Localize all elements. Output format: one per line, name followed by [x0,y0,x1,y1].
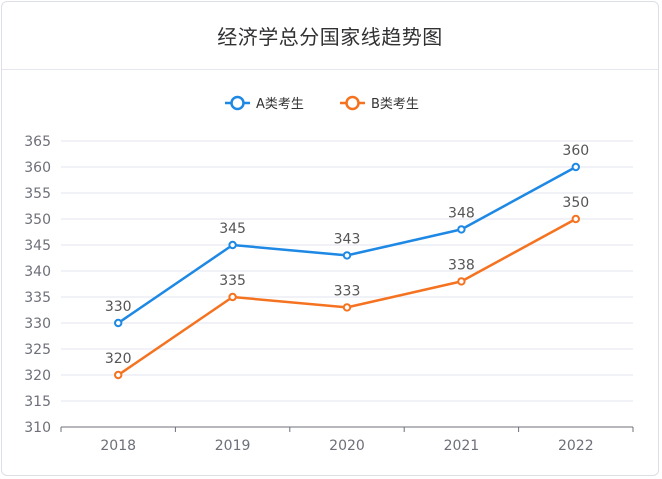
data-point [342,251,352,260]
x-tick-label: 2020 [329,438,365,454]
data-label: 348 [448,205,475,221]
y-tick-label: 355 [24,186,51,202]
data-label: 343 [334,231,361,247]
y-tick-label: 345 [24,238,51,254]
legend-label: B类考生 [371,97,419,112]
data-label: 360 [562,143,589,159]
data-point [228,240,237,250]
y-tick-label: 335 [24,290,51,306]
y-tick-label: 350 [24,212,51,228]
data-label: 345 [219,221,246,237]
legend-marker [345,95,360,111]
x-tick-label: 2018 [100,438,136,454]
legend-marker [230,95,245,111]
y-tick-label: 360 [24,160,51,176]
chart-title: 经济学总分国家线趋势图 [217,25,443,49]
data-label: 350 [562,195,589,211]
data-point [571,214,580,224]
legend-label: A类考生 [256,97,304,112]
data-point [342,303,352,312]
y-tick-label: 365 [24,134,51,150]
data-point [228,292,237,302]
data-label: 333 [334,283,361,299]
data-point [114,370,123,380]
x-tick-label: 2019 [215,438,251,454]
chart-header: 经济学总分国家线趋势图 [2,2,658,70]
x-tick-label: 2021 [444,438,480,454]
data-label: 330 [105,299,132,315]
data-point [457,225,466,234]
x-tick-label: 2022 [558,438,594,454]
y-tick-label: 310 [24,420,51,436]
y-tick-label: 315 [24,394,51,410]
y-tick-label: 320 [24,368,51,384]
data-label: 338 [448,257,475,273]
data-point [114,318,123,328]
data-label: 320 [105,351,132,367]
data-label: 335 [219,273,246,289]
y-tick-label: 330 [24,316,51,332]
data-point [571,162,580,172]
data-point [457,277,466,286]
y-tick-label: 325 [24,342,51,358]
y-tick-label: 340 [24,264,51,280]
